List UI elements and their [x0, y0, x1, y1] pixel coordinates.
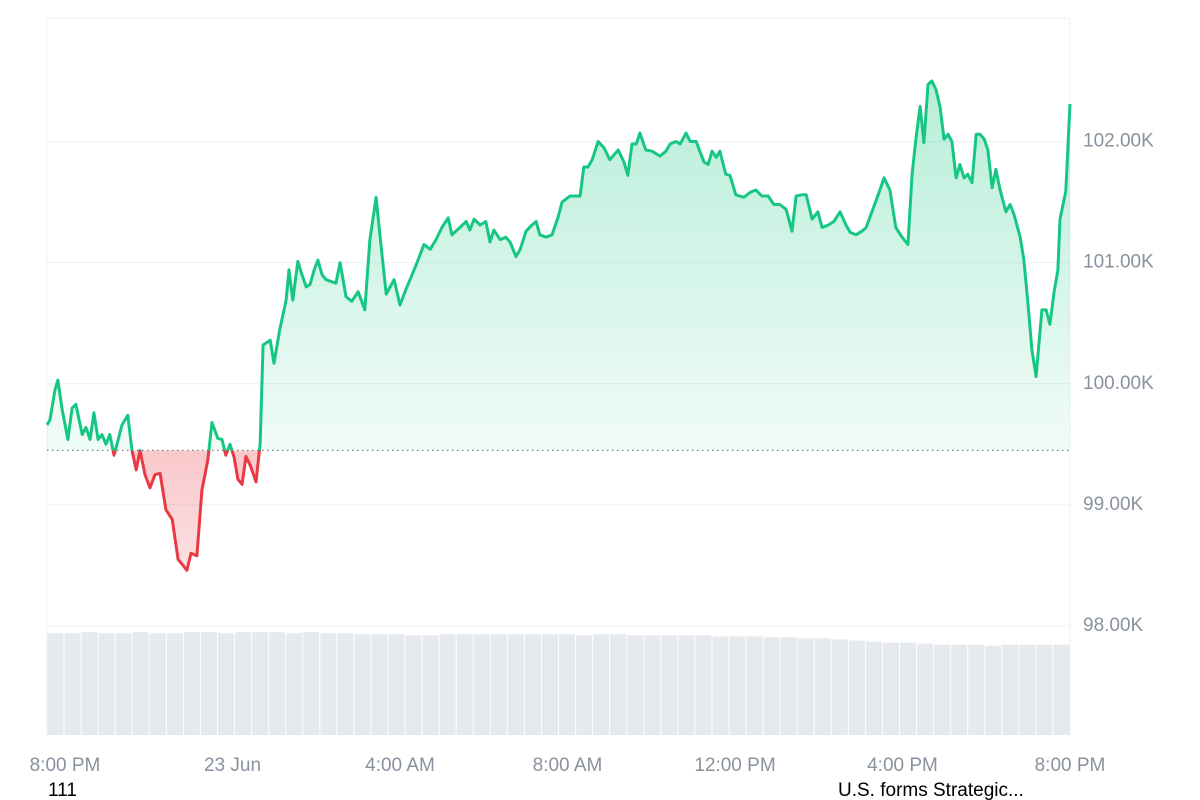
volume-bar — [780, 637, 797, 735]
volume-bar — [252, 632, 269, 735]
volume-bar — [848, 640, 865, 735]
volume-bar — [917, 643, 934, 735]
volume-bar — [627, 635, 644, 735]
annotation: U.S. forms Strategic... — [838, 780, 1024, 800]
volume-bar — [763, 637, 780, 735]
y-tick-label: 100.00K — [1083, 373, 1154, 394]
volume-bar — [473, 634, 490, 735]
volume-bar — [405, 635, 422, 735]
volume-bar — [456, 634, 473, 735]
volume-bar — [337, 633, 354, 735]
x-tick-label: 12:00 PM — [694, 755, 775, 776]
x-tick-label: 4:00 PM — [867, 755, 938, 776]
volume-bar — [269, 632, 286, 735]
volume-bar — [303, 632, 320, 735]
volume-bar — [235, 632, 252, 735]
x-tick-label: 8:00 PM — [30, 755, 101, 776]
volume-bar — [115, 633, 132, 735]
volume-bar — [422, 635, 439, 735]
volume-bar — [900, 642, 917, 735]
volume-bar — [132, 632, 149, 735]
volume-bar — [524, 634, 541, 735]
volume-bar — [507, 634, 524, 735]
volume-bar — [729, 636, 746, 735]
volume-bar — [865, 641, 882, 735]
volume-bar — [559, 634, 576, 735]
volume-bar — [166, 633, 183, 735]
volume-bar — [200, 632, 217, 735]
volume-bar — [695, 635, 712, 735]
volume-bar — [882, 642, 899, 735]
volume-bar — [439, 634, 456, 735]
volume-bar — [1002, 644, 1019, 735]
x-tick-label: 4:00 AM — [365, 755, 435, 776]
x-tick-label: 8:00 PM — [1035, 755, 1106, 776]
volume-bar — [797, 638, 814, 735]
volume-bar — [746, 636, 763, 735]
price-line — [45, 79, 1072, 572]
price-area — [47, 81, 1070, 571]
volume-bar — [98, 633, 115, 735]
volume-bar — [610, 634, 627, 735]
volume-bar — [218, 633, 235, 735]
volume-bar — [64, 633, 81, 735]
y-tick-label: 102.00K — [1083, 131, 1154, 152]
volume-bar — [47, 633, 64, 735]
volume-bar — [1019, 644, 1036, 735]
volume-bar — [951, 644, 968, 735]
volume-bar — [814, 638, 831, 735]
volume-bar — [934, 644, 951, 735]
y-tick-label: 99.00K — [1083, 494, 1144, 515]
volume-bar — [388, 634, 405, 735]
x-tick-label: 23 Jun — [204, 755, 261, 776]
volume-bar — [541, 634, 558, 735]
y-tick-label: 98.00K — [1083, 615, 1144, 636]
volume-bar — [183, 632, 200, 735]
volume-bar — [81, 632, 98, 735]
volume-bar — [490, 634, 507, 735]
volume-bar — [286, 633, 303, 735]
volume-bar — [968, 644, 985, 735]
volume-bar — [149, 633, 166, 735]
annotation: 111 — [48, 780, 77, 800]
volume-bar — [661, 635, 678, 735]
volume-bar — [576, 635, 593, 735]
volume-bar — [712, 636, 729, 735]
y-tick-label: 101.00K — [1083, 252, 1154, 273]
volume-bar — [1036, 644, 1053, 735]
volume-bar — [371, 634, 388, 735]
volume-bar — [831, 639, 848, 735]
volume-bar — [985, 645, 1002, 735]
volume-bar — [593, 634, 610, 735]
volume-bar — [354, 634, 371, 735]
volume-bar — [320, 633, 337, 735]
volume-bar — [644, 635, 661, 735]
volume-bar — [678, 635, 695, 735]
x-tick-label: 8:00 AM — [533, 755, 603, 776]
volume-bar — [1053, 644, 1070, 735]
